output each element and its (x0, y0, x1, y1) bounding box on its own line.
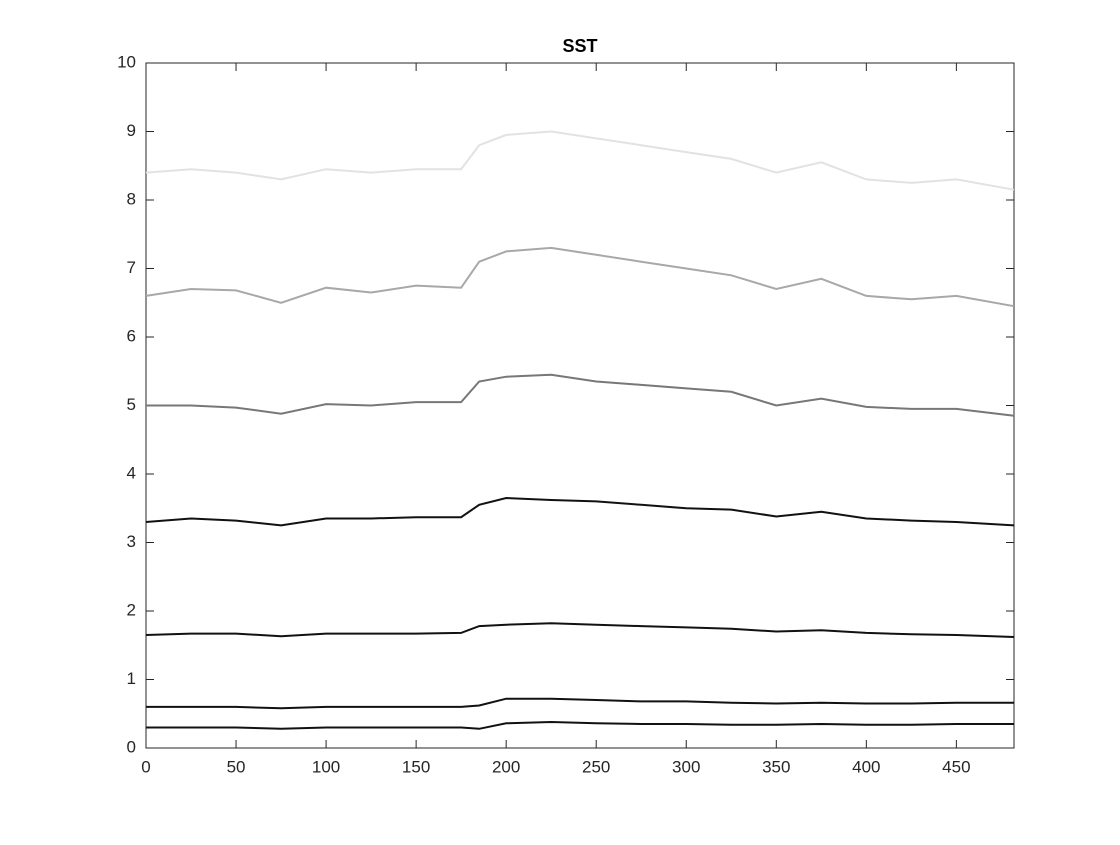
ridge-line (145, 622, 1015, 638)
y-tick-label: 0 (127, 737, 136, 756)
x-tick-label: 350 (762, 757, 790, 776)
ridge-line (145, 496, 1015, 527)
axes-box (145, 62, 1015, 749)
y-tick-label: 6 (127, 326, 136, 345)
y-tick-label: 4 (127, 463, 136, 482)
y-tick-label: 1 (127, 669, 136, 688)
y-tick-label: 2 (127, 600, 136, 619)
y-tick-label: 7 (127, 258, 136, 277)
ridge-line (145, 130, 1015, 191)
y-tick-label: 9 (127, 121, 136, 140)
chart-title: SST (562, 36, 597, 56)
y-tick-label: 3 (127, 532, 136, 551)
x-tick-label: 100 (312, 757, 340, 776)
x-tick-label: 150 (402, 757, 430, 776)
ridge-line (146, 697, 1014, 710)
x-tick-label: 400 (852, 757, 880, 776)
x-tick-label: 450 (942, 757, 970, 776)
x-tick-label: 200 (492, 757, 520, 776)
y-tick-label: 10 (117, 52, 136, 71)
y-tick-label: 8 (127, 189, 136, 208)
x-tick-label: 50 (227, 757, 246, 776)
ridge-line (146, 720, 1014, 730)
ridge-line (146, 373, 1015, 417)
y-tick-label: 5 (127, 395, 136, 414)
ridge-line (145, 246, 1015, 308)
x-tick-label: 300 (672, 757, 700, 776)
x-tick-label: 250 (582, 757, 610, 776)
x-tick-label: 0 (141, 757, 150, 776)
